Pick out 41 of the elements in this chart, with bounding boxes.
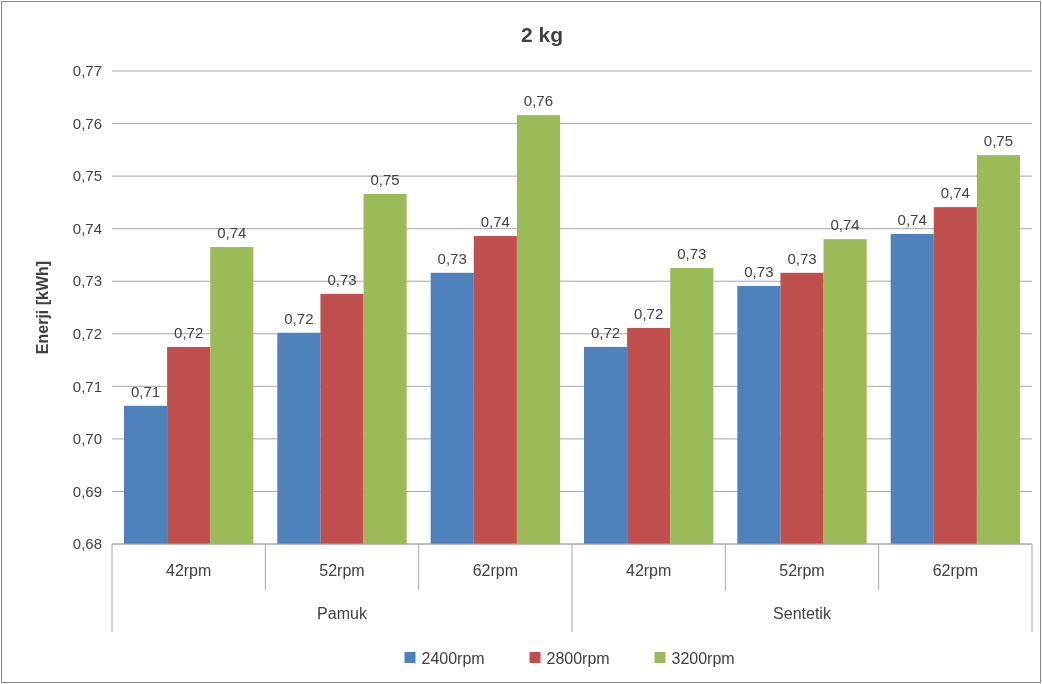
y-tick-label: 0,69 [72,482,102,500]
text: Sentetik [773,605,832,622]
y-tick-label: 0,70 [72,430,102,448]
x-tick-label: 62rpm [932,562,979,579]
data-label: 0,72 [284,309,314,327]
data-label: 0,74 [940,184,970,202]
data-label: 0,73 [787,249,817,267]
y-tick-label: 0,76 [72,114,102,132]
data-label: 0,71 [130,382,161,400]
x-tick-label: 62rpm [472,562,519,579]
y-tick-label: 0,77 [72,62,102,80]
y-tick-label: 0,75 [72,167,102,185]
x-tick-label: 42rpm [165,562,212,579]
data-label: 0,74 [217,224,247,242]
legend-label: 2800rpm [546,649,610,667]
data-label: 0,74 [897,210,927,228]
data-label: 0,73 [677,245,707,263]
y-tick-label: 0,68 [72,535,102,553]
data-label: 0,75 [983,132,1014,150]
data-label: 0,73 [327,270,357,288]
x-tick-label: 52rpm [779,562,825,579]
data-label: 0,75 [370,170,400,188]
data-label: 0,73 [744,262,774,280]
data-label: 0,74 [830,216,860,234]
legend-label: 2400rpm [421,649,485,667]
chart-title: 2 kg [520,23,564,46]
y-tick-label: 0,73 [72,272,102,290]
y-tick-label: 0,74 [72,219,102,237]
data-label: 0,72 [174,323,204,341]
y-tick-label: 0,72 [72,325,102,343]
x-tick-label: 42rpm [625,562,672,579]
data-label: 0,74 [480,213,510,231]
x-tick-label: 52rpm [319,562,365,579]
data-label: 0,73 [437,249,467,267]
text: Pamuk [317,605,368,622]
y-tick-label: 0,71 [72,377,102,395]
data-label: 0,76 [523,92,554,110]
data-label: 0,72 [634,305,664,322]
data-label: 0,72 [590,323,621,341]
y-axis-title: Enerji [kWh] [34,260,51,355]
legend-label: 3200rpm [671,649,735,667]
